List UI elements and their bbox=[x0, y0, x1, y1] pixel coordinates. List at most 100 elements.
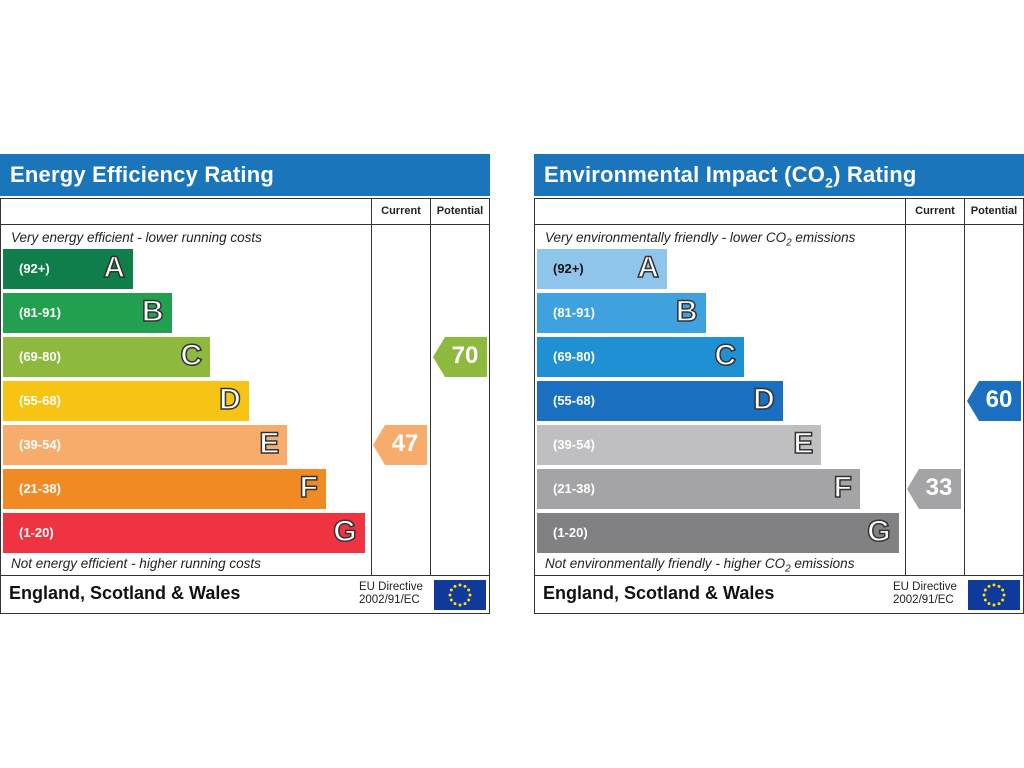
rating-band-e: (39-54) E bbox=[537, 425, 822, 465]
band-letter: D bbox=[218, 382, 241, 417]
band-range-label: (1-20) bbox=[553, 525, 588, 540]
rating-band-c: (69-80) C bbox=[537, 337, 745, 377]
eu-directive: EU Directive 2002/91/EC bbox=[893, 581, 957, 607]
band-letter: C bbox=[714, 338, 737, 373]
potential-rating-value: 70 bbox=[451, 342, 479, 369]
eu-star bbox=[453, 602, 457, 606]
region-label: England, Scotland & Wales bbox=[9, 583, 241, 603]
rating-band-c: (69-80) C bbox=[3, 337, 211, 377]
eu-flag-icon bbox=[434, 580, 486, 610]
current-rating-indicator: 33 bbox=[907, 469, 961, 509]
band-letter: F bbox=[299, 470, 319, 505]
eu-star bbox=[449, 598, 453, 602]
divider bbox=[535, 224, 1023, 225]
divider bbox=[371, 199, 372, 575]
eu-star bbox=[982, 593, 986, 597]
band-letter: F bbox=[833, 470, 853, 505]
eu-star bbox=[463, 602, 467, 606]
eu-star bbox=[983, 588, 987, 592]
eu-star bbox=[1002, 593, 1006, 597]
band-letter: B bbox=[675, 294, 698, 329]
eu-star bbox=[987, 602, 991, 606]
band-range-label: (92+) bbox=[553, 261, 584, 276]
eu-star bbox=[983, 598, 987, 602]
band-range-label: (55-68) bbox=[19, 393, 61, 408]
eu-star bbox=[468, 593, 472, 597]
band-letter: A bbox=[637, 250, 660, 285]
region-label: England, Scotland & Wales bbox=[543, 583, 775, 603]
band-letter: E bbox=[259, 426, 281, 461]
band-letter: C bbox=[180, 338, 203, 373]
top-caption: Very energy efficient - lower running co… bbox=[11, 230, 262, 245]
eu-star bbox=[467, 598, 471, 602]
current-rating-value: 47 bbox=[391, 430, 419, 457]
rating-band-g: (1-20) G bbox=[3, 513, 365, 553]
band-range-label: (55-68) bbox=[553, 393, 595, 408]
eu-star bbox=[448, 593, 452, 597]
eu-star bbox=[997, 602, 1001, 606]
eu-star bbox=[1001, 588, 1005, 592]
band-letter: B bbox=[141, 294, 164, 329]
band-letter: G bbox=[332, 514, 357, 549]
current-column-header: Current bbox=[915, 205, 955, 217]
eu-star bbox=[458, 583, 462, 587]
divider bbox=[964, 199, 965, 575]
potential-rating-indicator: 70 bbox=[433, 337, 487, 377]
eu-star bbox=[453, 584, 457, 588]
potential-column-header: Potential bbox=[436, 205, 484, 217]
rating-band-f: (21-38) F bbox=[537, 469, 860, 509]
energy-efficiency-chart: Energy Efficiency Rating Current Potenti… bbox=[0, 154, 490, 614]
eu-star bbox=[449, 588, 453, 592]
bottom-caption: Not environmentally friendly - higher CO… bbox=[545, 556, 855, 575]
band-range-label: (92+) bbox=[19, 261, 50, 276]
rating-band-e: (39-54) E bbox=[3, 425, 288, 465]
rating-band-a: (92+) A bbox=[3, 249, 133, 289]
divider bbox=[430, 199, 431, 575]
rating-band-b: (81-91) B bbox=[3, 293, 172, 333]
chart-title: Energy Efficiency Rating bbox=[10, 162, 274, 187]
eu-star bbox=[992, 583, 996, 587]
divider bbox=[905, 199, 906, 575]
rating-band-a: (92+) A bbox=[537, 249, 667, 289]
potential-column-header: Potential bbox=[970, 205, 1018, 217]
band-letter: D bbox=[752, 382, 775, 417]
top-caption: Very environmentally friendly - lower CO… bbox=[545, 230, 856, 249]
rating-band-g: (1-20) G bbox=[537, 513, 899, 553]
current-rating-value: 33 bbox=[925, 474, 953, 501]
eu-star bbox=[992, 603, 996, 607]
directive-line: EU Directive bbox=[359, 581, 423, 593]
rating-band-f: (21-38) F bbox=[3, 469, 326, 509]
chart-header: Energy Efficiency Rating bbox=[0, 154, 490, 196]
directive-code: 2002/91/EC bbox=[893, 594, 954, 606]
current-rating-indicator: 47 bbox=[373, 425, 427, 465]
eu-star bbox=[463, 584, 467, 588]
band-range-label: (69-80) bbox=[553, 349, 595, 364]
eu-star bbox=[458, 603, 462, 607]
potential-rating-value: 60 bbox=[985, 386, 1013, 413]
eu-star bbox=[987, 584, 991, 588]
directive-code: 2002/91/EC bbox=[359, 594, 420, 606]
potential-rating-indicator: 60 bbox=[967, 381, 1021, 421]
band-range-label: (1-20) bbox=[19, 525, 54, 540]
eu-star bbox=[1001, 598, 1005, 602]
eu-flag-icon bbox=[968, 580, 1020, 610]
band-range-label: (21-38) bbox=[19, 481, 61, 496]
divider bbox=[1, 224, 489, 225]
band-letter: A bbox=[103, 250, 126, 285]
rating-band-d: (55-68) D bbox=[537, 381, 783, 421]
rating-band-b: (81-91) B bbox=[537, 293, 706, 333]
directive-line: EU Directive bbox=[893, 581, 957, 593]
band-range-label: (69-80) bbox=[19, 349, 61, 364]
chart-frame: Current Potential Very energy efficient … bbox=[0, 198, 490, 614]
band-range-label: (81-91) bbox=[553, 305, 595, 320]
chart-frame: Current Potential Very environmentally f… bbox=[534, 198, 1024, 614]
band-range-label: (81-91) bbox=[19, 305, 61, 320]
divider bbox=[1, 575, 489, 576]
band-range-label: (21-38) bbox=[553, 481, 595, 496]
eu-star bbox=[467, 588, 471, 592]
band-range-label: (39-54) bbox=[553, 437, 595, 452]
eu-star bbox=[997, 584, 1001, 588]
eu-directive: EU Directive 2002/91/EC bbox=[359, 581, 423, 607]
environmental-impact-chart: Environmental Impact (CO2) Rating Curren… bbox=[534, 154, 1024, 614]
band-letter: E bbox=[793, 426, 815, 461]
